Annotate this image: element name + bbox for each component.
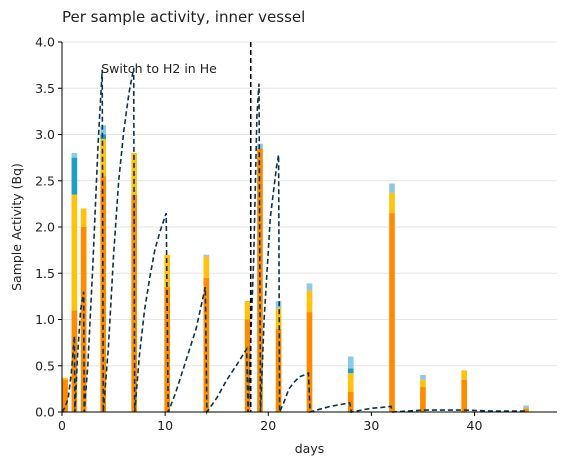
- bar-segment: [80, 208, 87, 227]
- bar-segment: [62, 379, 68, 412]
- y-tick-label: 1.0: [35, 312, 55, 327]
- model-curve-group: [61, 67, 527, 415]
- bar-segment: [203, 277, 210, 412]
- bar-segment: [389, 192, 395, 214]
- bar-segment: [347, 391, 354, 412]
- bar-segment: [347, 356, 354, 369]
- gridlines: [62, 41, 557, 367]
- bar-segment: [306, 312, 313, 412]
- bar-segment: [306, 283, 313, 291]
- bar-segment: [275, 328, 282, 412]
- bar-segment: [347, 373, 354, 392]
- bar-segment: [523, 408, 529, 412]
- bar-segment: [71, 310, 78, 412]
- y-tick-label: 2.5: [35, 173, 55, 188]
- bar-segment: [257, 148, 263, 412]
- bar-segment: [71, 194, 78, 311]
- x-tick-label: 20: [260, 418, 276, 433]
- y-tick-label: 0.5: [35, 358, 55, 373]
- bar-segment: [461, 379, 468, 412]
- bar-segment: [420, 375, 426, 380]
- bar-segment: [203, 254, 210, 257]
- bar-segment: [461, 370, 468, 380]
- bar-segment: [523, 405, 529, 409]
- y-tick-label: 0.0: [35, 405, 55, 420]
- bar-segment: [389, 183, 395, 193]
- y-tick-label: 4.0: [35, 35, 55, 50]
- y-axis-label: Sample Activity (Bq): [9, 163, 24, 291]
- bar-segment: [100, 134, 107, 140]
- ticks: 0.0 0.5 1.0 1.5 2.0 2.5 3.0 3.5 4.0 0 10 20 30 40: [35, 35, 482, 434]
- bar-segment: [306, 290, 313, 313]
- y-tick-label: 1.5: [35, 266, 55, 281]
- bar-segment: [420, 387, 426, 412]
- y-tick-label: 2.0: [35, 220, 55, 235]
- model-curve: [61, 67, 527, 415]
- chart-title: Per sample activity, inner vessel: [62, 8, 305, 26]
- bars-group: [62, 125, 529, 412]
- bar-segment: [389, 213, 395, 412]
- y-tick-label: 3.5: [35, 81, 55, 96]
- x-tick-label: 40: [467, 418, 483, 433]
- bar-segment: [71, 153, 78, 158]
- x-tick-label: 0: [58, 418, 66, 433]
- bar-segment: [62, 377, 68, 380]
- bar-segment: [71, 157, 78, 195]
- bar-segment: [80, 227, 87, 412]
- x-tick-label: 30: [363, 418, 379, 433]
- bar-segment: [203, 256, 210, 278]
- x-tick-label: 10: [157, 418, 173, 433]
- bar-segment: [347, 368, 354, 374]
- bar-segment: [244, 301, 251, 320]
- bar-segment: [420, 379, 426, 388]
- bar-segment: [100, 125, 107, 135]
- x-axis-label: days: [295, 441, 325, 456]
- annotation-text: Switch to H2 in He: [101, 61, 217, 76]
- y-tick-label: 3.0: [35, 127, 55, 142]
